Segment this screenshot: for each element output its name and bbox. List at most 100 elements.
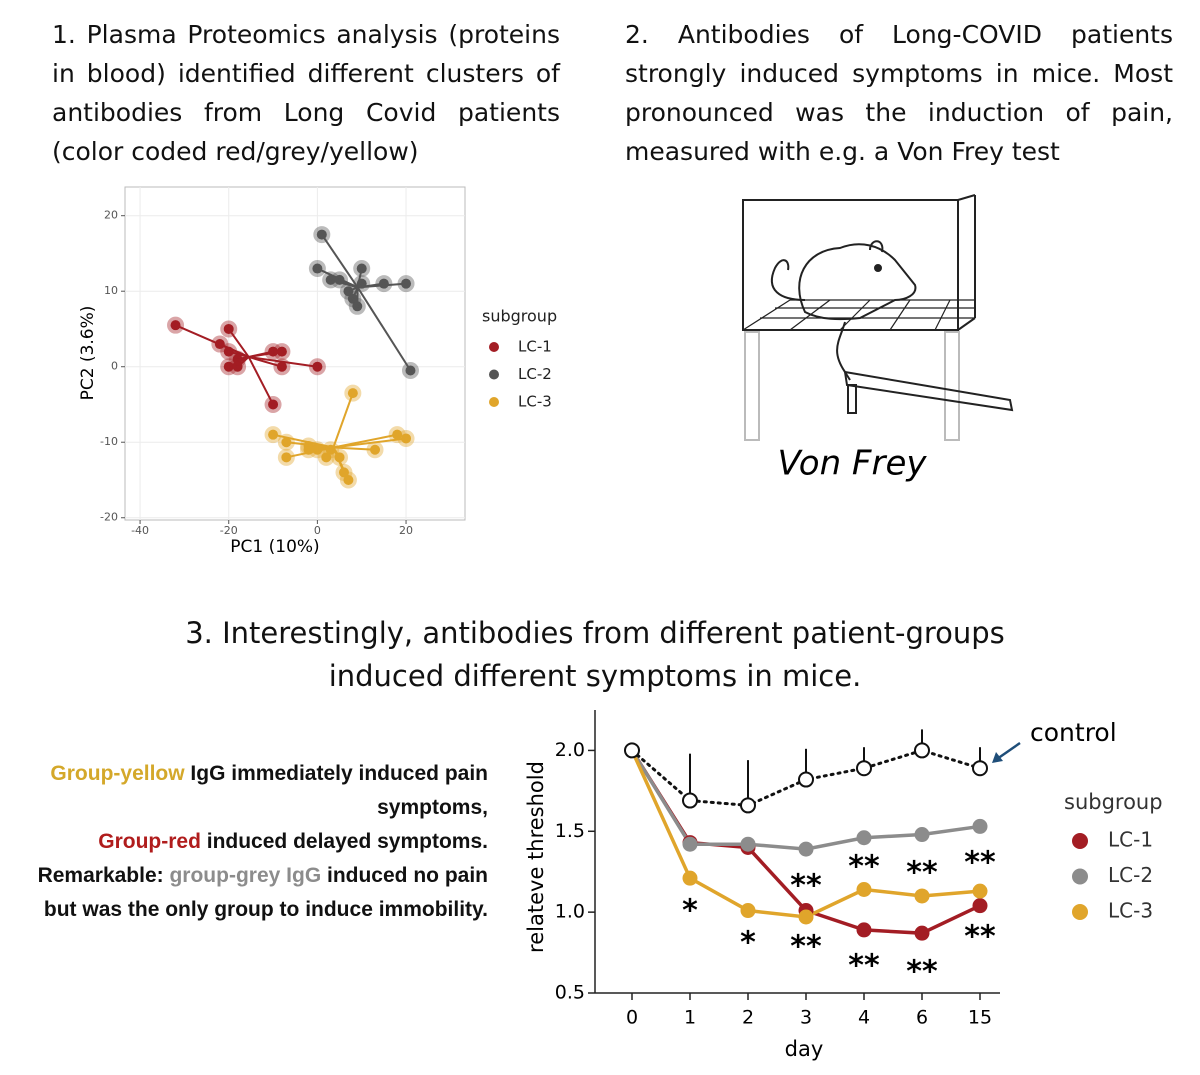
point <box>353 275 371 293</box>
x-tick-label: -40 <box>131 524 149 537</box>
point <box>229 358 247 376</box>
y-tick-label: 10 <box>104 284 118 297</box>
point <box>339 471 357 489</box>
marker <box>914 742 930 759</box>
point <box>211 335 229 353</box>
x-tick-label: -20 <box>220 524 238 537</box>
point <box>167 316 185 334</box>
spoke <box>247 356 274 405</box>
spoke <box>332 392 354 448</box>
note-run: Remarkable: <box>37 864 170 887</box>
marker <box>972 760 988 777</box>
marker <box>740 836 756 852</box>
marker <box>624 742 640 759</box>
point <box>344 384 362 402</box>
marker <box>914 925 930 941</box>
legend-label: LC-1 <box>1108 828 1153 852</box>
spoke <box>227 328 250 358</box>
marker <box>972 898 988 914</box>
y-axis-label: PC2 (3.6%) <box>78 306 98 401</box>
x-tick-label: 0 <box>314 524 321 537</box>
point <box>277 433 295 451</box>
point <box>273 343 291 361</box>
marker <box>914 888 930 904</box>
marker <box>856 760 872 777</box>
note-run: induced delayed symptoms. <box>200 830 488 853</box>
point <box>397 429 415 447</box>
spoke <box>320 234 359 288</box>
marker <box>682 870 698 886</box>
panel1-text: 1. Plasma Proteomics analysis (proteins … <box>52 20 560 166</box>
point <box>273 358 291 376</box>
spoke <box>356 286 412 372</box>
note-run: Group-yellow <box>50 762 185 785</box>
significance-mark: ** <box>906 856 938 891</box>
point <box>264 395 282 413</box>
point <box>397 275 415 293</box>
significance-mark: * <box>740 926 756 961</box>
point <box>308 260 326 278</box>
spoke <box>333 446 376 451</box>
marker <box>682 836 698 852</box>
x-tick-label: 15 <box>968 1007 992 1029</box>
legend-swatch <box>1072 833 1088 849</box>
x-tick-label: 6 <box>916 1007 928 1029</box>
legend-label: LC-2 <box>1108 863 1153 887</box>
note-run: induced no pain but was the only group t… <box>43 864 488 921</box>
marker <box>740 797 756 814</box>
spoke <box>333 437 407 449</box>
marker <box>856 830 872 846</box>
point <box>220 320 238 338</box>
marker <box>972 883 988 899</box>
spoke <box>272 433 334 449</box>
significance-mark: ** <box>790 869 822 904</box>
legend-swatch <box>1072 868 1088 885</box>
x-tick-label: 0 <box>626 1007 638 1029</box>
marker <box>972 818 988 834</box>
panel3-title: 3. Interestingly, antibodies from differ… <box>185 616 1005 693</box>
point <box>344 290 362 308</box>
y-axis-label: relateve threshold <box>524 761 548 953</box>
marker <box>798 771 814 788</box>
significance-mark: * <box>682 894 698 929</box>
legend-swatch <box>489 397 499 407</box>
point <box>335 463 353 481</box>
panel2-text: 2. Antibodies of Long-COVID patients str… <box>625 20 1173 166</box>
significance-mark: ** <box>906 955 938 990</box>
x-tick-label: 1 <box>684 1007 696 1029</box>
marker <box>856 922 872 938</box>
legend-label: LC-2 <box>518 365 552 383</box>
note-run: group-grey IgG <box>169 864 322 887</box>
legend-swatch <box>1072 904 1088 920</box>
x-tick-label: 2 <box>742 1007 754 1029</box>
significance-mark: ** <box>964 920 996 955</box>
legend-title: subgroup <box>1064 790 1163 814</box>
x-tick-label: 20 <box>399 524 413 537</box>
point <box>331 448 349 466</box>
legend-title: subgroup <box>482 307 557 326</box>
point <box>308 358 326 376</box>
y-tick-label: 1.0 <box>555 901 585 923</box>
marker <box>914 827 930 843</box>
control-arrow <box>996 741 1021 761</box>
significance-mark: ** <box>964 846 996 881</box>
marker <box>740 903 756 919</box>
point <box>348 297 366 315</box>
control-label: control <box>1030 718 1117 747</box>
note-run: IgG immediately induced pain symptoms, <box>184 762 488 819</box>
x-tick-label: 3 <box>800 1007 812 1029</box>
point <box>331 271 349 289</box>
y-tick-label: -10 <box>100 435 118 448</box>
point <box>322 441 340 459</box>
legend-swatch <box>489 369 499 380</box>
legend-swatch <box>489 342 499 352</box>
von-frey-illustration <box>742 194 1014 441</box>
y-tick-label: 1.5 <box>555 820 585 842</box>
point <box>317 448 335 466</box>
y-tick-label: 20 <box>104 209 118 222</box>
marker <box>798 909 814 925</box>
point <box>366 441 384 459</box>
control-arrowhead <box>992 752 1003 763</box>
